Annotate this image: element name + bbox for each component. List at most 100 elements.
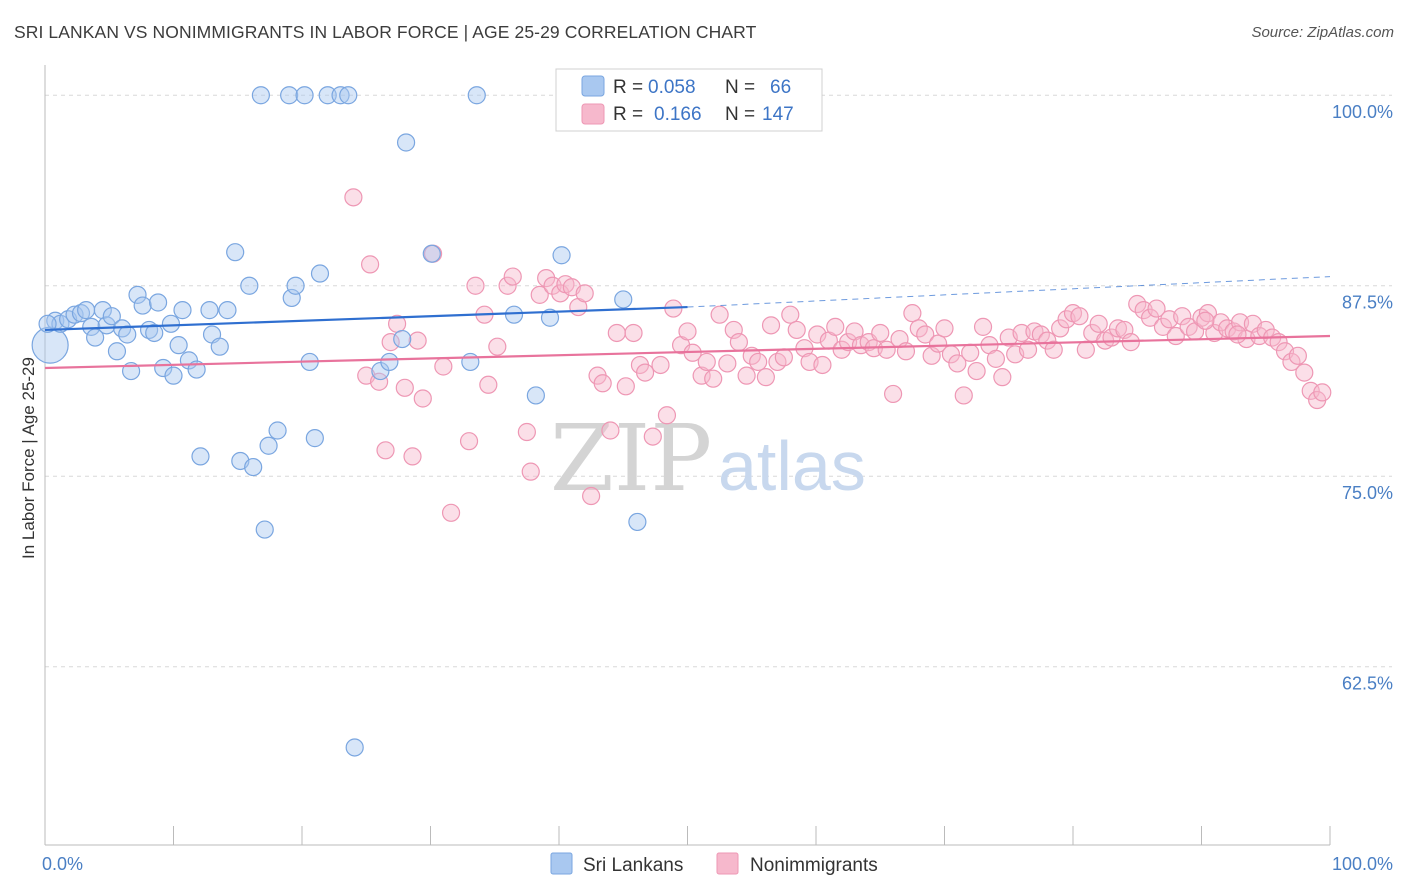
- sri-lankan-point: [77, 301, 96, 320]
- nonimmigrant-point: [488, 337, 507, 356]
- chart-title: SRI LANKAN VS NONIMMIGRANTS IN LABOR FOR…: [14, 22, 757, 42]
- bottom-legend: Sri Lankans Nonimmigrants: [550, 852, 878, 876]
- sri-lankan-point: [154, 358, 173, 378]
- sri-lankan-point: [102, 307, 121, 326]
- nonimmigrant-point: [607, 323, 626, 343]
- x-tick-labels: 0.0% 100.0%: [42, 854, 1393, 874]
- nonimmigrants-trend-line: [44, 334, 1331, 370]
- nonimmigrant-point: [616, 377, 635, 396]
- nonimmigrant-point: [729, 333, 749, 352]
- sri-lankan-point: [210, 337, 229, 356]
- watermark-zip: ZIP: [550, 405, 712, 512]
- nonimmigrant-point: [643, 427, 662, 446]
- nonimmigrant-point: [761, 316, 781, 335]
- nonimmigrant-point: [657, 406, 677, 425]
- chart-source: Source: ZipAtlas.com: [1251, 24, 1394, 41]
- sri-lankan-point: [380, 352, 399, 372]
- sri-lankan-point: [226, 243, 245, 262]
- sri-lankan-point: [461, 352, 480, 372]
- legend-n-label-2: N =: [725, 104, 755, 125]
- nonimmigrant-point: [961, 343, 980, 362]
- nonimmigrant-point: [832, 340, 851, 359]
- nonimmigrant-point: [376, 441, 395, 460]
- x-tick-label: 0.0%: [42, 854, 83, 874]
- nonimmigrant-point: [935, 319, 954, 338]
- sri-lankan-point: [286, 276, 305, 295]
- nonimmigrant-point: [718, 354, 737, 373]
- sri-lankan-point: [268, 421, 287, 440]
- sri-lankan-point: [305, 429, 324, 448]
- nonimmigrant-point: [1051, 319, 1070, 338]
- legend-swatch-blue: [581, 75, 605, 97]
- sri-lankan-point: [128, 285, 147, 304]
- nonimmigrant-point: [756, 368, 775, 387]
- sri-lankans-trend-line: [44, 305, 688, 332]
- nonimmigrant-point: [710, 305, 729, 324]
- sri-lankan-point: [526, 386, 545, 405]
- nonimmigrant-point: [1173, 307, 1192, 326]
- sri-lankan-point: [169, 336, 188, 355]
- nonimmigrant-point: [441, 503, 461, 522]
- nonimmigrant-point: [916, 325, 935, 344]
- nonimmigrant-point: [1108, 319, 1128, 338]
- nonimmigrant-point: [521, 462, 540, 481]
- nonimmigrant-point: [1153, 317, 1173, 336]
- nonimmigrant-point: [1147, 299, 1166, 318]
- nonimmigrant-point: [737, 366, 756, 385]
- sri-lankans-trend-extension: [687, 276, 1331, 308]
- nonimmigrant-point: [537, 269, 556, 288]
- sri-lankan-point: [628, 512, 647, 532]
- legend-swatch-pink: [581, 103, 605, 125]
- sri-lankan-point: [540, 308, 560, 327]
- top-legend: R = 0.058 N = 66 R = 0.166 N = 147: [555, 68, 823, 132]
- nonimmigrant-point: [361, 255, 380, 274]
- nonimmigrant-point: [344, 188, 363, 207]
- sri-lankan-point: [504, 305, 524, 324]
- nonimmigrant-point: [624, 323, 643, 343]
- nonimmigrant-point: [1089, 314, 1108, 333]
- sri-lankan-point: [164, 366, 183, 385]
- sri-lankan-point: [251, 86, 270, 105]
- nonimmigrant-point: [395, 378, 414, 397]
- watermark: ZIP atlas: [550, 405, 866, 512]
- nonimmigrant-point: [808, 325, 827, 344]
- nonimmigrant-point: [1070, 307, 1089, 326]
- nonimmigrant-point: [749, 352, 768, 372]
- nonimmigrant-point: [1018, 340, 1038, 359]
- bottom-legend-sri-lankans: Sri Lankans: [583, 855, 683, 876]
- nonimmigrant-point: [692, 366, 711, 385]
- nonimmigrant-point: [1140, 308, 1160, 327]
- nonimmigrant-point: [967, 361, 986, 381]
- legend-r-label-1: R =: [613, 77, 643, 98]
- nonimmigrant-point: [826, 317, 845, 336]
- bottom-legend-swatch-blue: [550, 852, 573, 875]
- sri-lankan-point: [318, 86, 337, 105]
- sri-lankan-point: [422, 244, 441, 263]
- nonimmigrant-point: [498, 276, 517, 295]
- nonimmigrant-point: [704, 369, 723, 388]
- sri-lankan-point: [339, 86, 358, 105]
- nonimmigrant-point: [781, 305, 800, 324]
- nonimmigrant-point: [434, 357, 453, 376]
- nonimmigrant-point: [517, 422, 536, 442]
- legend-r-value-1: 0.058: [648, 77, 696, 98]
- nonimmigrant-point: [787, 320, 806, 340]
- sri-lankan-point: [218, 301, 237, 320]
- nonimmigrant-point: [986, 349, 1006, 368]
- nonimmigrant-point: [993, 368, 1012, 387]
- legend-r-value-2: 0.166: [654, 104, 702, 125]
- nonimmigrant-point: [1295, 363, 1314, 382]
- nonimmigrant-point: [582, 486, 601, 506]
- sri-lankan-point: [396, 133, 416, 152]
- bottom-legend-nonimmigrants: Nonimmigrants: [750, 855, 878, 876]
- nonimmigrant-point: [1301, 381, 1320, 400]
- y-tick-label: 87.5%: [1342, 293, 1393, 313]
- nonimmigrant-point: [1288, 346, 1307, 365]
- sri-lankan-point: [614, 290, 633, 309]
- nonimmigrant-point: [678, 322, 697, 341]
- nonimmigrant-point: [503, 267, 522, 286]
- sri-lankan-point: [118, 325, 137, 344]
- y-tick-label: 100.0%: [1332, 102, 1393, 122]
- sri-lankan-point: [280, 86, 299, 105]
